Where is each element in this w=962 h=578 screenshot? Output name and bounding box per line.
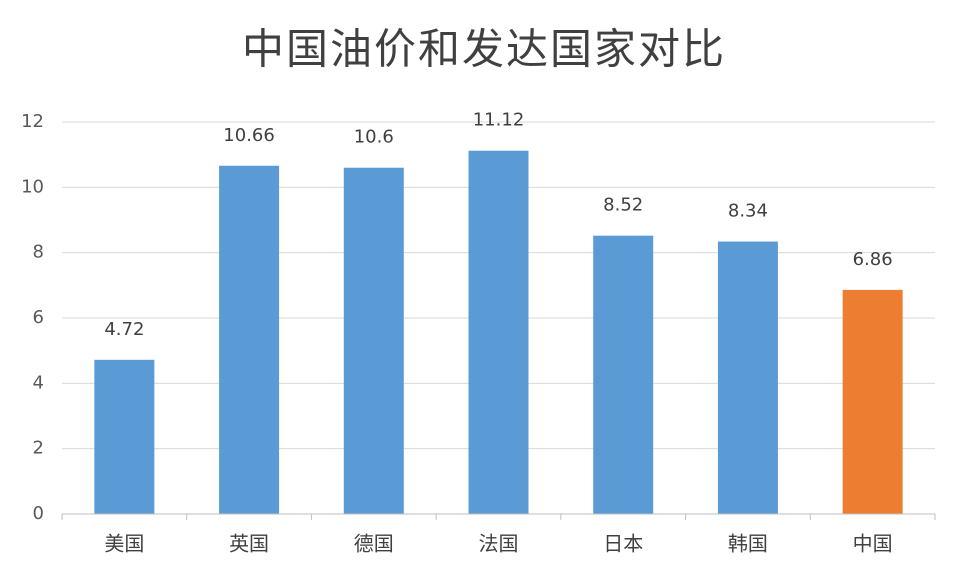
x-tick-label: 韩国 — [728, 532, 768, 556]
y-tick-label: 10 — [21, 176, 44, 197]
bar — [219, 165, 280, 515]
labels: 0 2 4 6 8 10 12 美国 4.72 英国 10.66 德国 10.6 法国 11.12 日本 8.5… — [21, 110, 936, 556]
y-tick-label: 0 — [33, 503, 44, 524]
value-label: 8.52 — [603, 195, 643, 216]
chart-title: 中国油价和发达国家对比 — [242, 25, 726, 74]
bar — [593, 235, 654, 514]
y-tick-label: 6 — [33, 307, 44, 328]
value-label: 4.72 — [104, 319, 144, 340]
value-label: 6.86 — [853, 249, 893, 270]
bar — [343, 167, 404, 514]
value-label: 10.66 — [223, 125, 275, 146]
bar — [717, 241, 778, 514]
x-tick-label: 美国 — [104, 532, 144, 556]
y-tick-label: 4 — [33, 372, 44, 393]
y-tick-label: 12 — [21, 111, 44, 132]
bar — [94, 359, 155, 514]
y-tick-label: 2 — [33, 438, 44, 459]
x-tick-label: 中国 — [853, 532, 893, 556]
x-tick-label: 德国 — [354, 532, 394, 556]
bars — [94, 150, 903, 515]
value-label: 8.34 — [728, 201, 768, 222]
x-tick-label: 日本 — [603, 532, 643, 556]
value-label: 11.12 — [473, 110, 525, 131]
y-tick-label: 8 — [33, 242, 44, 263]
x-tick-label: 法国 — [479, 532, 519, 556]
bar — [468, 150, 529, 514]
bar — [842, 289, 903, 514]
x-tick-label: 英国 — [229, 532, 269, 556]
value-label: 10.6 — [354, 127, 394, 148]
